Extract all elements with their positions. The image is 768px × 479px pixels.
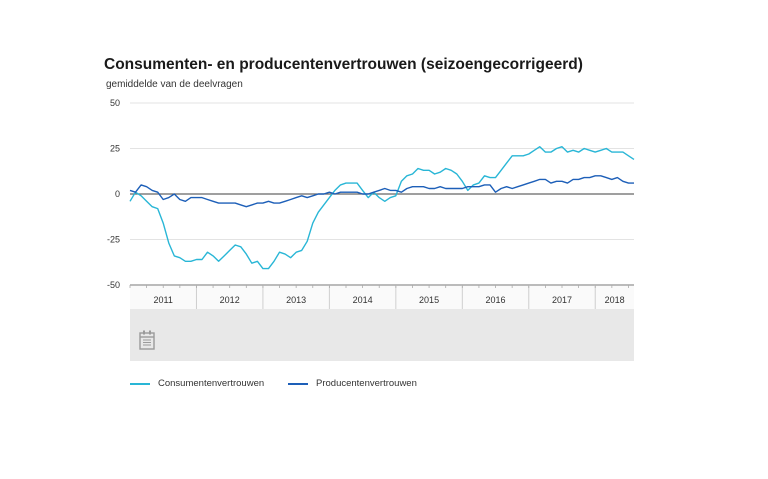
time-navigator[interactable]: [130, 309, 634, 361]
y-tick-label: 0: [115, 189, 120, 199]
calendar-icon[interactable]: [139, 330, 155, 350]
legend-label-consumer: Consumentenvertrouwen: [158, 378, 265, 389]
x-tick-label-year: 2014: [353, 295, 373, 305]
legend-item-producer[interactable]: Producentenvertrouwen: [288, 378, 417, 389]
x-tick-label-year: 2015: [419, 295, 439, 305]
series-line-consumentenvertrouwen[interactable]: [129, 145, 635, 270]
x-tick-label-year: 2018: [605, 295, 625, 305]
y-tick-label: 25: [110, 144, 120, 154]
chart-subtitle: gemiddelde van de deelvragen: [106, 79, 243, 90]
legend-label-producer: Producentenvertrouwen: [316, 378, 417, 389]
grid-lines: [130, 102, 634, 240]
x-axis-band: [130, 286, 634, 309]
y-tick-label: -25: [107, 235, 120, 245]
legend-swatch-consumer: [130, 382, 150, 385]
y-axis-ticks: 50 25 0 -25 -50: [107, 98, 120, 290]
x-tick-label-year: 2012: [220, 295, 240, 305]
y-tick-label: 50: [110, 98, 120, 108]
series-line-producentenvertrouwen[interactable]: [129, 175, 634, 208]
x-tick-label-year: 2017: [552, 295, 572, 305]
y-tick-label: -50: [107, 280, 120, 290]
x-tick-label-year: 2013: [286, 295, 306, 305]
legend-swatch-producer: [288, 382, 308, 385]
x-axis: 2011 2012 2013 2014 2015 2016 2017 2018: [129, 284, 634, 309]
x-tick-label-year: 2016: [486, 295, 506, 305]
x-tick-label-year: 2011: [154, 295, 173, 305]
legend-item-consumer[interactable]: Consumentenvertrouwen: [130, 378, 264, 389]
series-lines: [129, 145, 635, 270]
chart-title: Consumenten- en producentenvertrouwen (s…: [104, 56, 583, 73]
